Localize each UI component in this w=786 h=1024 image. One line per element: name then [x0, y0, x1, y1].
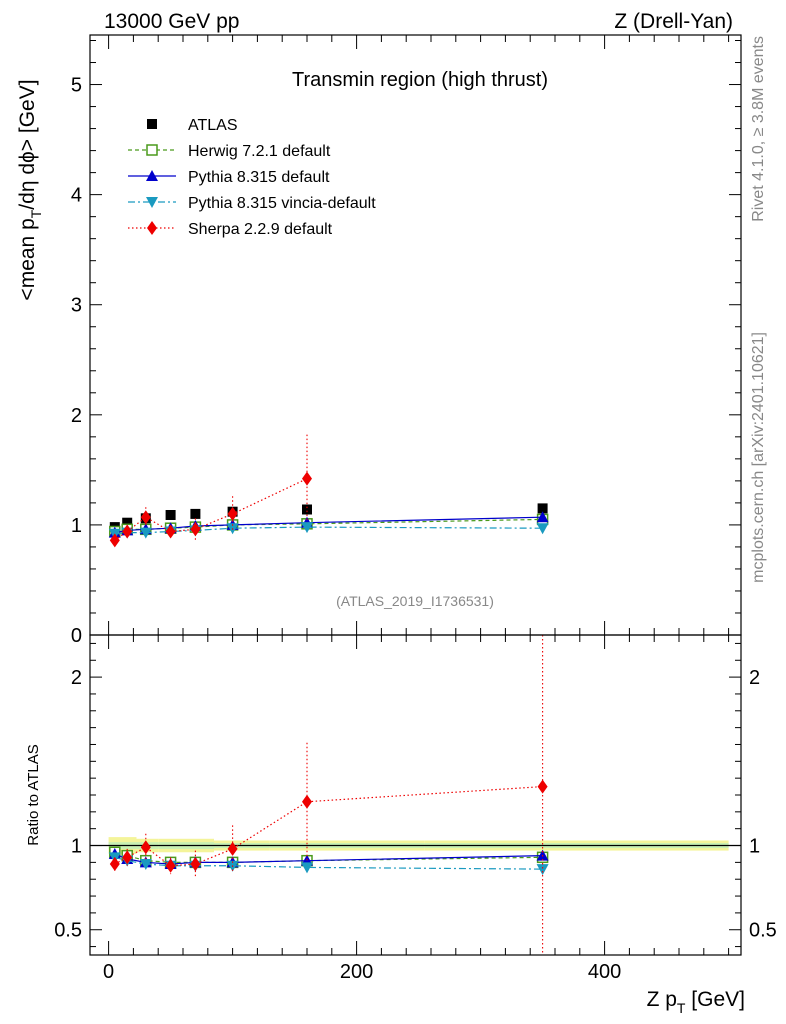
- ratio-point-sherpa: [165, 858, 176, 873]
- main-point-sherpa: [227, 506, 238, 521]
- ratio-y-axis-label: Ratio to ATLAS: [25, 744, 42, 845]
- ratio-point-sherpa: [109, 857, 120, 872]
- ratio-point-sherpa: [190, 857, 201, 872]
- legend-marker-vincia: [146, 197, 158, 208]
- main-point-sherpa: [122, 524, 133, 539]
- ratio-ytick-label-right: 2: [749, 667, 760, 689]
- main-point-vincia: [536, 523, 549, 535]
- ratio-point-sherpa: [122, 850, 133, 865]
- main-ytick-label: 5: [71, 75, 82, 97]
- legend-entry-herwig: Herwig 7.2.1 default: [128, 143, 331, 160]
- main-ytick-label: 4: [71, 185, 82, 207]
- main-point-atlas: [302, 504, 312, 515]
- header-left-label: 13000 GeV pp: [104, 10, 239, 33]
- main-line-herwig: [114, 518, 543, 533]
- legend-label-pythia: Pythia 8.315 default: [188, 169, 330, 186]
- ratio-point-vincia: [139, 859, 152, 871]
- ratio-point-vincia: [301, 862, 313, 874]
- legend-entry-vincia: Pythia 8.315 vincia-default: [128, 195, 376, 212]
- main-point-atlas: [537, 503, 548, 514]
- main-ytick-label: 1: [71, 515, 82, 537]
- xtick-label: 400: [588, 961, 621, 983]
- ratio-point-sherpa: [537, 779, 548, 794]
- main-point-sherpa: [140, 510, 151, 525]
- main-point-sherpa: [302, 471, 312, 486]
- main-point-atlas: [122, 517, 133, 528]
- ratio-ytick-label-right: 0.5: [749, 920, 777, 942]
- legend: ATLAS Herwig 7.2.1 default Pythia 8.315 …: [128, 117, 376, 238]
- xtick-label: 200: [340, 961, 373, 983]
- ratio-plot-area: 0.5 0.5 1 1 2 2 0 200 400: [54, 634, 777, 983]
- ratio-point-sherpa: [140, 840, 151, 855]
- header-right-label: Z (Drell-Yan): [614, 10, 733, 33]
- ratio-point-sherpa: [302, 794, 312, 809]
- main-ytick-label: 2: [71, 405, 82, 427]
- ratio-point-vincia: [536, 864, 549, 876]
- main-line-pythia: [114, 516, 543, 534]
- main-plot-title: Transmin region (high thrust): [292, 69, 548, 91]
- main-point-vincia: [139, 527, 152, 539]
- ratio-line-sherpa: [114, 785, 543, 867]
- analysis-id: (ATLAS_2019_I1736531): [336, 593, 494, 609]
- main-point-vincia: [301, 522, 313, 534]
- ratio-ytick-label-right: 1: [749, 836, 760, 858]
- main-point-sherpa: [165, 524, 176, 539]
- ratio-point-sherpa: [227, 841, 238, 856]
- legend-entry-atlas: ATLAS: [147, 117, 238, 134]
- rivet-label: Rivet 4.1.0, ≥ 3.8M events: [750, 36, 767, 222]
- legend-label-vincia: Pythia 8.315 vincia-default: [188, 195, 376, 212]
- main-point-pythia: [536, 511, 549, 523]
- ratio-ytick-label: 0.5: [54, 920, 82, 942]
- main-plot-area: 0 1 2 3 4 5: [71, 34, 742, 647]
- legend-marker-atlas: [147, 119, 157, 129]
- ratio-line-vincia: [114, 856, 543, 870]
- legend-marker-sherpa: [147, 221, 157, 235]
- ratio-ytick-label: 1: [71, 836, 82, 858]
- ratio-ytick-label: 2: [71, 667, 82, 689]
- legend-marker-pythia: [146, 170, 158, 181]
- mcplots-label: mcplots.cern.ch [arXiv:2401.10621]: [750, 332, 767, 583]
- main-y-axis-label: <mean pT/dη dϕ> [GeV]: [16, 79, 44, 300]
- legend-marker-herwig: [146, 144, 158, 156]
- main-point-atlas: [165, 510, 176, 520]
- legend-label-sherpa: Sherpa 2.2.9 default: [188, 221, 333, 238]
- main-point-sherpa: [190, 522, 201, 537]
- legend-entry-pythia: Pythia 8.315 default: [128, 169, 330, 186]
- main-ytick-label: 3: [71, 295, 82, 317]
- main-point-atlas: [190, 508, 201, 519]
- main-point-sherpa: [109, 533, 120, 548]
- x-axis-label: Z pT [GeV]: [647, 988, 745, 1016]
- xtick-label: 0: [103, 961, 114, 983]
- legend-label-herwig: Herwig 7.2.1 default: [188, 143, 331, 160]
- legend-entry-sherpa: Sherpa 2.2.9 default: [128, 221, 333, 238]
- main-ytick-label: 0: [71, 625, 82, 647]
- legend-label-atlas: ATLAS: [188, 117, 238, 134]
